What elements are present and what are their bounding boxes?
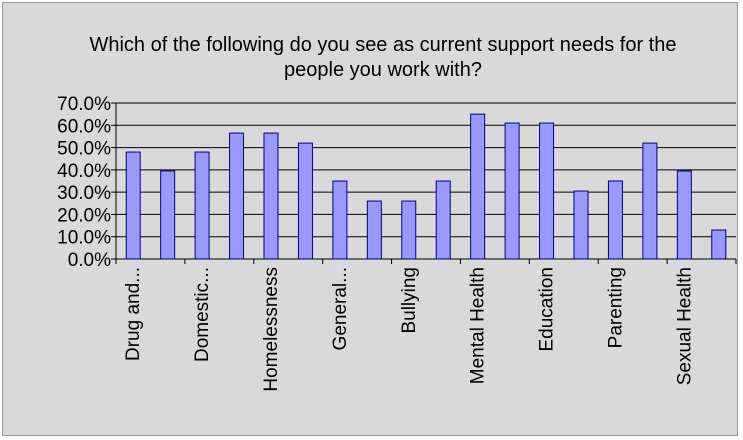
bar — [125, 151, 141, 260]
chart-area: Which of the following do you see as cur… — [2, 2, 738, 436]
y-tick-label: 60.0% — [57, 116, 111, 137]
x-category-label: Bullying — [399, 267, 420, 334]
x-category-label: Drug and... — [123, 267, 144, 361]
y-tick-label: 0.0% — [68, 250, 111, 271]
x-category-label: Mental Health — [468, 267, 489, 384]
bar — [401, 200, 417, 260]
bar — [194, 151, 210, 260]
x-category-label: Education — [537, 267, 558, 352]
x-category-label: Homelessness — [261, 267, 282, 392]
bar — [297, 142, 313, 260]
gridlines — [116, 102, 736, 238]
y-tick-label: 50.0% — [57, 139, 111, 160]
bars — [125, 113, 727, 260]
bar — [332, 180, 348, 260]
bar — [160, 170, 176, 260]
bar — [470, 113, 486, 260]
bar — [263, 132, 279, 260]
y-tick-label: 30.0% — [57, 183, 111, 204]
bar-chart: 0.0%10.0%20.0%30.0%40.0%50.0%60.0%70.0% … — [57, 94, 737, 392]
bar — [711, 229, 727, 260]
bar — [676, 170, 692, 260]
x-category-label: Parenting — [605, 267, 626, 348]
y-tick-label: 40.0% — [57, 161, 111, 182]
x-category-label: Domestic... — [192, 267, 213, 362]
bar — [573, 190, 589, 260]
y-axis-tick-labels: 0.0%10.0%20.0%30.0%40.0%50.0%60.0%70.0% — [57, 94, 111, 271]
bar — [229, 132, 245, 260]
x-category-label: General... — [330, 267, 351, 350]
x-axis-category-labels: Drug and... Domestic... Homelessness Genera… — [123, 267, 695, 392]
bar — [607, 180, 623, 260]
chart-title: Which of the following do you see as cur… — [89, 34, 677, 81]
bar — [435, 180, 451, 260]
y-tick-label: 70.0% — [57, 94, 111, 115]
bar — [539, 122, 555, 260]
bar — [366, 200, 382, 260]
bar — [642, 142, 658, 260]
x-category-label: Sexual Health — [674, 267, 695, 385]
axes — [111, 102, 737, 264]
y-tick-label: 20.0% — [57, 205, 111, 226]
y-tick-label: 10.0% — [57, 228, 111, 249]
bar — [504, 122, 520, 260]
